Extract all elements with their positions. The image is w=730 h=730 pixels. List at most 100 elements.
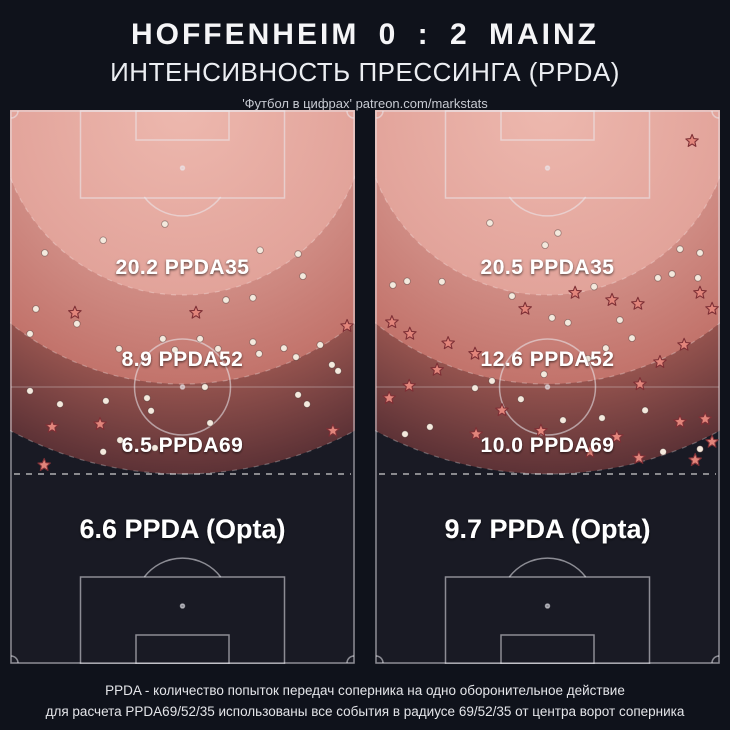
- footer-line-2: для расчета PPDA69/52/35 использованы вс…: [45, 704, 685, 720]
- defensive-action-star: [534, 423, 548, 437]
- pitch-left: 20.2 PPDA35 8.9 PPDA52 6.5 PPDA69 6.6 PP…: [10, 110, 355, 664]
- pass-dot: [26, 330, 34, 338]
- footer-line-1: PPDA - количество попыток передач соперн…: [105, 682, 625, 698]
- ppda35-label: 20.2 PPDA35: [116, 256, 250, 279]
- defensive-action-star: [469, 426, 483, 440]
- header: HOFFENHEIM 0 : 2 MAINZ ИНТЕНСИВНОСТЬ ПРЕ…: [0, 0, 730, 111]
- pass-dot: [334, 367, 342, 375]
- defensive-action-star: [382, 390, 396, 404]
- pass-dot: [426, 423, 434, 431]
- defensive-action-star: [693, 285, 707, 299]
- pass-dot: [222, 296, 230, 304]
- pass-dot: [471, 384, 479, 392]
- defensive-action-star: [705, 434, 719, 448]
- pass-dot: [659, 448, 667, 456]
- pass-dot: [548, 314, 556, 322]
- ppda35-label: 20.5 PPDA35: [481, 256, 615, 279]
- pass-dot: [249, 294, 257, 302]
- pass-dot: [32, 305, 40, 313]
- pass-dot: [668, 270, 676, 278]
- pitch-right: 20.5 PPDA35 12.6 PPDA52 10.0 PPDA69 9.7 …: [375, 110, 720, 664]
- pass-dot: [26, 387, 34, 395]
- pass-dot: [99, 236, 107, 244]
- defensive-action-star: [37, 457, 51, 472]
- defensive-action-star: [568, 285, 582, 299]
- zone-35: [10, 110, 355, 295]
- zone-52-edge: [375, 322, 720, 385]
- pass-dot: [602, 344, 610, 352]
- pass-dot: [438, 277, 446, 286]
- pass-dot: [201, 383, 209, 391]
- defensive-action-star: [698, 411, 712, 426]
- pass-dot: [508, 292, 516, 300]
- marker-layer: [382, 133, 719, 467]
- pass-dot: [303, 400, 311, 408]
- pass-dot: [196, 335, 204, 343]
- pass-dot: [249, 338, 257, 346]
- defensive-action-star: [402, 378, 416, 392]
- zone-35: [375, 110, 720, 295]
- defensive-action-star: [633, 377, 647, 391]
- defensive-action-star: [610, 429, 624, 443]
- pass-dot: [696, 445, 704, 453]
- pass-dot: [517, 395, 525, 403]
- defensive-action-star: [705, 301, 719, 315]
- defensive-action-star: [685, 133, 699, 147]
- ppda52-label: 8.9 PPDA52: [122, 348, 244, 371]
- pass-dot: [147, 407, 155, 415]
- pass-dot: [41, 249, 49, 257]
- defensive-action-star: [189, 305, 203, 319]
- pass-dot: [294, 391, 302, 399]
- pass-dot: [280, 344, 288, 352]
- pass-dot: [143, 394, 151, 402]
- pass-dot: [115, 345, 123, 353]
- pass-dot: [676, 245, 684, 253]
- pass-dot: [628, 334, 636, 342]
- pass-dot: [540, 370, 548, 378]
- defensive-action-star: [653, 354, 667, 368]
- pass-dot: [654, 274, 662, 282]
- pass-dot: [641, 406, 649, 414]
- pass-dot: [159, 335, 167, 343]
- chart-title: ИНТЕНСИВНОСТЬ ПРЕССИНГА (PPDA): [110, 57, 620, 87]
- ppda69-label: 10.0 PPDA69: [481, 434, 615, 457]
- defensive-action-star: [518, 301, 532, 315]
- pass-dot: [206, 419, 214, 427]
- defensive-action-star: [93, 416, 107, 431]
- pass-dot: [102, 397, 110, 405]
- defensive-action-star: [688, 452, 702, 467]
- pass-dot: [99, 448, 107, 456]
- pass-dot: [584, 354, 592, 363]
- zone-35-edge: [10, 175, 355, 296]
- pass-dot: [696, 249, 704, 257]
- label-layer: 20.5 PPDA35 12.6 PPDA52 10.0 PPDA69 9.7 …: [444, 256, 650, 544]
- defensive-action-star: [468, 346, 482, 360]
- defensive-action-star: [430, 362, 444, 376]
- pass-dot: [564, 318, 572, 327]
- defensive-action-star: [495, 403, 509, 417]
- zone-52-edge: [10, 322, 355, 385]
- label-layer: 20.2 PPDA35 8.9 PPDA52 6.5 PPDA69 6.6 PP…: [79, 256, 285, 544]
- defensive-action-star: [68, 305, 82, 319]
- defensive-action-star: [340, 318, 354, 332]
- ppda-opta-label: 9.7 PPDA (Opta): [444, 514, 650, 544]
- pass-dot: [694, 274, 702, 282]
- defensive-action-star: [605, 292, 619, 306]
- ppda69-label: 6.5 PPDA69: [122, 434, 244, 457]
- pass-dot: [389, 281, 397, 289]
- pass-dot: [161, 220, 169, 228]
- pass-dot: [486, 219, 494, 227]
- pass-dot: [171, 346, 179, 354]
- defensive-action-star: [441, 336, 455, 350]
- zone-35-edge: [375, 175, 720, 296]
- pass-dot: [294, 250, 302, 258]
- ppda52-label: 12.6 PPDA52: [481, 348, 615, 371]
- match-title: HOFFENHEIM 0 : 2 MAINZ: [130, 18, 599, 51]
- credit-line: 'Футбол в цифрах' patreon.com/markstats: [242, 96, 488, 111]
- pass-dot: [214, 345, 222, 353]
- footer: PPDA - количество попыток передач соперн…: [0, 680, 730, 723]
- defensive-action-star: [583, 444, 597, 458]
- ppda-opta-label: 6.6 PPDA (Opta): [79, 514, 285, 544]
- defensive-action-star: [631, 296, 645, 310]
